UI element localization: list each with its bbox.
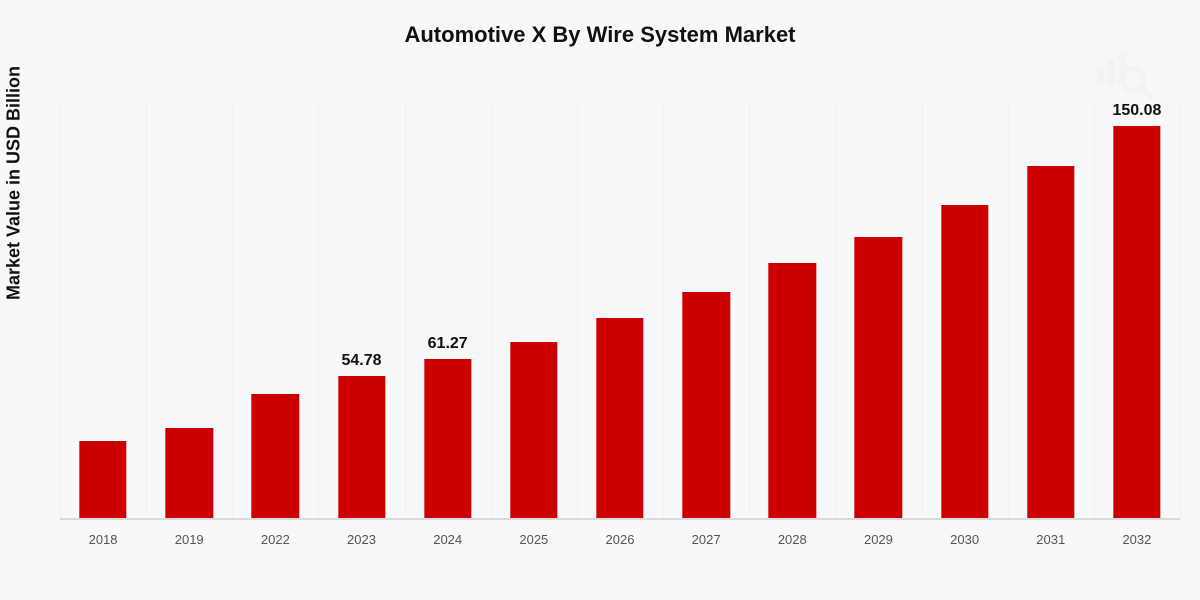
x-tick-label: 2027 <box>692 532 721 547</box>
bar-column: 2027 <box>663 100 749 520</box>
bar-column: 2030 <box>922 100 1008 520</box>
x-axis-line <box>60 518 1180 520</box>
x-tick-label: 2032 <box>1122 532 1151 547</box>
x-tick-label: 2023 <box>347 532 376 547</box>
bar-value-label: 54.78 <box>341 352 381 370</box>
bar <box>424 359 471 520</box>
plot-area: 20182019202254.78202361.2720242025202620… <box>60 100 1180 520</box>
bar <box>510 342 557 521</box>
bar <box>252 394 299 520</box>
x-tick-label: 2019 <box>175 532 204 547</box>
bar <box>338 376 385 520</box>
bar-column: 2029 <box>835 100 921 520</box>
x-tick-label: 2028 <box>778 532 807 547</box>
x-tick-label: 2029 <box>864 532 893 547</box>
bar-value-label: 150.08 <box>1112 102 1161 120</box>
gridline-vertical <box>1180 100 1181 520</box>
chart-container: Automotive X By Wire System Market Marke… <box>0 0 1200 600</box>
bar-column: 2022 <box>232 100 318 520</box>
bars-layer: 20182019202254.78202361.2720242025202620… <box>60 100 1180 520</box>
bar-column: 54.782023 <box>318 100 404 520</box>
bar-column: 2026 <box>577 100 663 520</box>
bar-column: 61.272024 <box>405 100 491 520</box>
bar-column: 2019 <box>146 100 232 520</box>
bar-column: 2031 <box>1008 100 1094 520</box>
bar <box>769 263 816 520</box>
bar-column: 2025 <box>491 100 577 520</box>
bar <box>596 318 643 520</box>
bar <box>855 237 902 521</box>
x-tick-label: 2030 <box>950 532 979 547</box>
x-tick-label: 2031 <box>1036 532 1065 547</box>
bar <box>682 292 729 520</box>
bar-column: 2028 <box>749 100 835 520</box>
bar <box>1027 166 1074 520</box>
bar <box>1113 126 1160 520</box>
x-tick-label: 2018 <box>89 532 118 547</box>
bar <box>79 441 126 520</box>
x-tick-label: 2026 <box>606 532 635 547</box>
bar <box>166 428 213 520</box>
bar-column: 2018 <box>60 100 146 520</box>
x-tick-label: 2022 <box>261 532 290 547</box>
watermark-logo-icon <box>1070 22 1160 112</box>
x-tick-label: 2025 <box>519 532 548 547</box>
y-axis-label: Market Value in USD Billion <box>4 66 25 300</box>
x-tick-label: 2024 <box>433 532 462 547</box>
bar-column: 150.082032 <box>1094 100 1180 520</box>
chart-title: Automotive X By Wire System Market <box>0 22 1200 48</box>
bar <box>941 205 988 520</box>
bar-value-label: 61.27 <box>428 335 468 353</box>
